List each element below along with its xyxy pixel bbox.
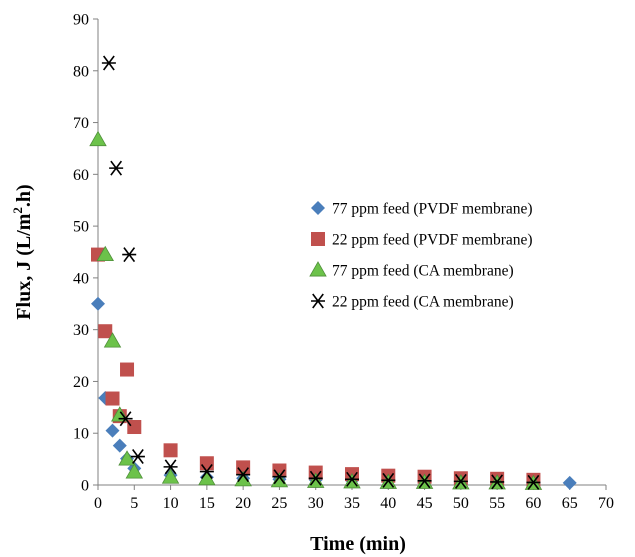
y-tick-label: 0 <box>81 478 89 495</box>
y-tick-label: 40 <box>73 270 89 287</box>
data-point <box>163 459 178 475</box>
y-axis-title-pre: Flux, J (L/m <box>13 213 35 319</box>
y-tick-label: 20 <box>73 374 89 391</box>
data-point <box>381 472 396 488</box>
data-point <box>127 420 142 435</box>
x-tick-label: 0 <box>94 495 102 512</box>
data-point <box>105 423 120 438</box>
data-point <box>453 473 468 489</box>
y-tick-label: 50 <box>73 219 89 236</box>
data-point <box>122 247 137 263</box>
data-point <box>308 470 323 486</box>
series-3 <box>89 130 543 490</box>
y-tick-label: 90 <box>73 12 89 29</box>
y-tick-label: 70 <box>73 115 89 132</box>
x-tick-label: 55 <box>489 495 505 512</box>
x-tick-label: 45 <box>417 495 433 512</box>
data-point <box>125 463 144 479</box>
legend-marker <box>311 201 325 215</box>
data-point <box>96 245 114 262</box>
x-tick-label: 10 <box>163 495 179 512</box>
legend-label: 77 ppm feed (PVDF membrane) <box>332 201 533 218</box>
x-tick-label: 20 <box>235 495 251 512</box>
data-point <box>417 473 432 489</box>
data-point <box>118 411 133 427</box>
y-ticks: 0 10 20 30 40 50 60 70 80 90 <box>73 12 98 495</box>
y-axis-title: Flux, J (L/m2.h) <box>10 184 35 319</box>
series-1 <box>91 296 577 490</box>
data-point <box>103 332 122 348</box>
series-layer <box>89 55 577 490</box>
x-tick-label: 35 <box>344 495 360 512</box>
y-tick-label: 10 <box>73 426 89 443</box>
x-tick-label: 25 <box>271 495 287 512</box>
x-tick-label: 40 <box>380 495 396 512</box>
x-tick-label: 50 <box>453 495 469 512</box>
legend-label: 22 ppm feed (PVDF membrane) <box>332 232 533 249</box>
x-tick-label: 30 <box>308 495 324 512</box>
data-point <box>161 468 180 484</box>
x-ticks: 0 5 10 15 20 25 30 35 40 45 50 55 60 65 70 <box>94 485 614 512</box>
series-2 <box>91 247 541 487</box>
legend-label: 22 ppm feed (CA membrane) <box>332 294 514 311</box>
data-point <box>236 467 251 483</box>
data-point <box>118 450 136 466</box>
data-point <box>109 160 124 176</box>
x-axis-title: Time (min) <box>310 533 406 555</box>
x-tick-label: 60 <box>525 495 541 512</box>
x-tick-label: 5 <box>130 495 138 512</box>
data-point <box>526 474 541 490</box>
y-tick-label: 60 <box>73 167 89 184</box>
data-point <box>89 130 107 147</box>
data-point <box>562 475 577 490</box>
data-point <box>272 469 287 485</box>
y-tick-label: 30 <box>73 322 89 339</box>
legend-marker <box>311 232 325 246</box>
data-point <box>345 471 359 487</box>
y-axis-title-sup: 2 <box>10 207 25 214</box>
data-point <box>199 456 214 471</box>
data-point <box>112 438 127 453</box>
data-point <box>101 55 116 71</box>
legend-marker <box>309 261 327 277</box>
legend-marker <box>311 293 325 309</box>
data-point <box>199 464 214 480</box>
x-tick-label: 15 <box>199 495 215 512</box>
data-point <box>272 463 287 478</box>
series-4 <box>101 55 541 490</box>
data-point <box>105 391 120 406</box>
legend: 77 ppm feed (PVDF membrane) 22 ppm feed (… <box>309 201 533 311</box>
legend-label: 77 ppm feed (CA membrane) <box>332 263 514 280</box>
axes <box>97 19 606 486</box>
data-point <box>98 324 113 339</box>
x-tick-label: 65 <box>562 495 578 512</box>
data-point <box>120 362 135 377</box>
y-axis-title-post: .h) <box>13 184 35 207</box>
y-tick-label: 80 <box>73 63 89 80</box>
data-point <box>91 296 105 311</box>
data-point <box>163 443 178 458</box>
x-tick-label: 70 <box>598 495 614 512</box>
data-point <box>490 474 505 490</box>
data-point <box>130 449 145 465</box>
